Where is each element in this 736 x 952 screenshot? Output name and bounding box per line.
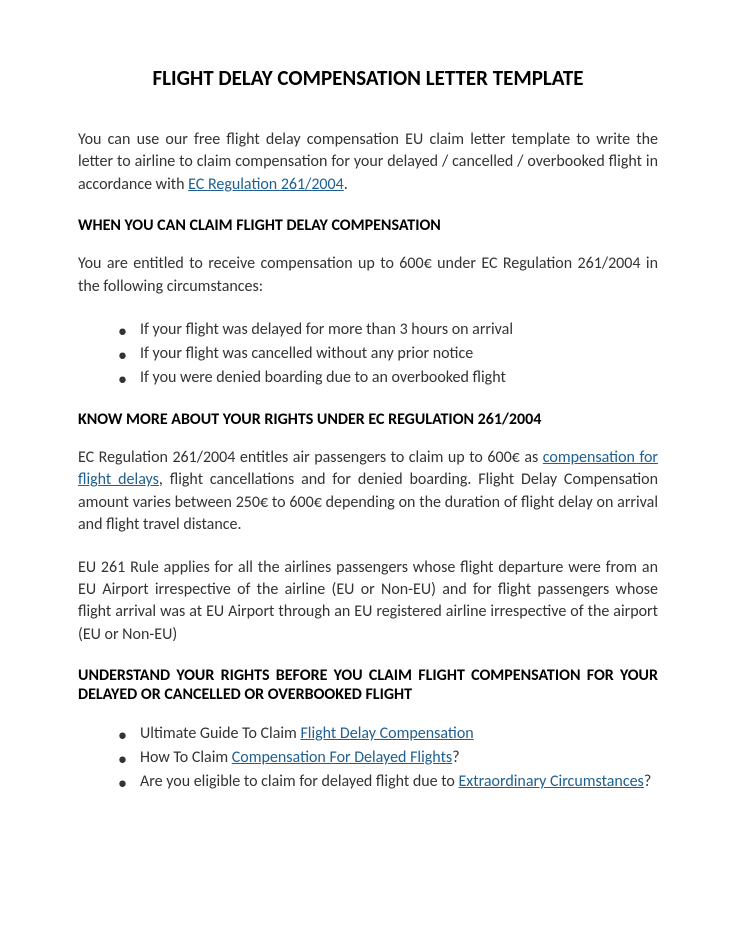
ec-regulation-link[interactable]: EC Regulation 261/2004 bbox=[188, 175, 344, 194]
item-text: ? bbox=[452, 748, 459, 767]
list-item: If your flight was delayed for more than… bbox=[118, 318, 658, 342]
how-to-link[interactable]: Compensation For Delayed Flights bbox=[232, 748, 452, 767]
item-text: How To Claim bbox=[140, 748, 232, 767]
section1-list: If your flight was delayed for more than… bbox=[78, 318, 658, 390]
section2-para2: EU 261 Rule applies for all the airlines… bbox=[78, 557, 658, 647]
guide-link[interactable]: Flight Delay Compensation bbox=[300, 724, 473, 743]
intro-text: You can use our free flight delay compen… bbox=[78, 130, 658, 194]
intro-text-end: . bbox=[344, 175, 348, 194]
item-text: ? bbox=[644, 772, 651, 791]
list-item: How To Claim Compensation For Delayed Fl… bbox=[118, 746, 658, 770]
item-text: Ultimate Guide To Claim bbox=[140, 724, 300, 743]
para-text: EC Regulation 261/2004 entitles air pass… bbox=[78, 448, 543, 467]
list-item: Are you eligible to claim for delayed fl… bbox=[118, 770, 658, 794]
section3-list: Ultimate Guide To Claim Flight Delay Com… bbox=[78, 722, 658, 794]
section1-heading: WHEN YOU CAN CLAIM FLIGHT DELAY COMPENSA… bbox=[78, 216, 658, 235]
section3-heading: UNDERSTAND YOUR RIGHTS BEFORE YOU CLAIM … bbox=[78, 666, 658, 704]
circumstances-link[interactable]: Extraordinary Circumstances bbox=[458, 772, 643, 791]
intro-paragraph: You can use our free flight delay compen… bbox=[78, 129, 658, 196]
section2-para1: EC Regulation 261/2004 entitles air pass… bbox=[78, 447, 658, 537]
list-item: If you were denied boarding due to an ov… bbox=[118, 366, 658, 390]
page-title: FLIGHT DELAY COMPENSATION LETTER TEMPLAT… bbox=[78, 65, 658, 91]
list-item: If your flight was cancelled without any… bbox=[118, 342, 658, 366]
para-text: , flight cancellations and for denied bo… bbox=[78, 470, 658, 534]
section1-para: You are entitled to receive compensation… bbox=[78, 253, 658, 298]
section2-heading: KNOW MORE ABOUT YOUR RIGHTS UNDER EC REG… bbox=[78, 410, 658, 429]
item-text: Are you eligible to claim for delayed fl… bbox=[140, 772, 458, 791]
list-item: Ultimate Guide To Claim Flight Delay Com… bbox=[118, 722, 658, 746]
